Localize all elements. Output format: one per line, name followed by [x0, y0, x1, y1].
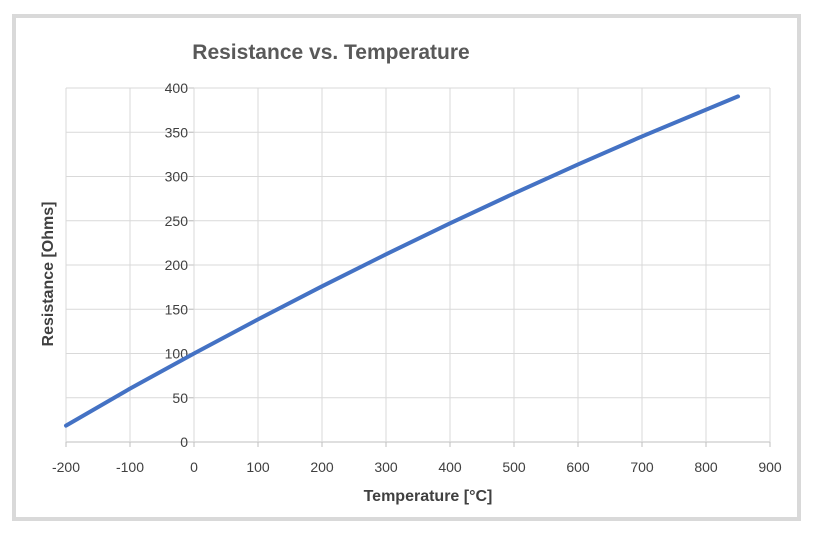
x-tick-label: 500	[502, 459, 526, 475]
series-layer	[64, 94, 740, 428]
series-line-resistance	[64, 94, 740, 428]
x-tick-label: -100	[116, 459, 144, 475]
y-tick-label: 300	[165, 169, 189, 185]
vertical-gridlines	[65, 88, 771, 447]
y-tick-label: 200	[165, 257, 189, 273]
x-tick-label: 800	[694, 459, 718, 475]
x-tick-label: 900	[758, 459, 782, 475]
x-tick-label: 700	[630, 459, 654, 475]
x-tick-label: 300	[374, 459, 398, 475]
y-tick-label: 400	[165, 80, 189, 96]
y-tick-label: 100	[165, 346, 189, 362]
y-tick-label: 250	[165, 213, 189, 229]
x-tick-label: 100	[246, 459, 270, 475]
x-tick-label: -200	[52, 459, 80, 475]
y-tick-label: 350	[165, 124, 189, 140]
chart-svg: Resistance vs. Temperature 0 50 100 150 200 2…	[40, 41, 782, 505]
x-tick-label: 400	[438, 459, 462, 475]
x-tick-label: 0	[190, 459, 198, 475]
chart-frame: Resistance vs. Temperature 0 50 100 150 200 2…	[12, 14, 801, 521]
y-tick-label: 0	[180, 434, 188, 450]
x-tick-labels: -200 -100 0 100 200 300 400 500 600 700 800 900	[52, 459, 782, 475]
x-tick-label: 600	[566, 459, 590, 475]
x-tick-label: 200	[310, 459, 334, 475]
y-tick-label: 50	[172, 390, 188, 406]
y-tick-labels: 0 50 100 150 200 250 300 350 400	[165, 80, 189, 450]
y-tick-label: 150	[165, 301, 189, 317]
x-axis-title: Temperature [°C]	[364, 488, 493, 505]
chart-title: Resistance vs. Temperature	[192, 41, 469, 64]
horizontal-gridlines	[66, 87, 770, 443]
y-axis-title: Resistance [Ohms]	[40, 202, 57, 347]
